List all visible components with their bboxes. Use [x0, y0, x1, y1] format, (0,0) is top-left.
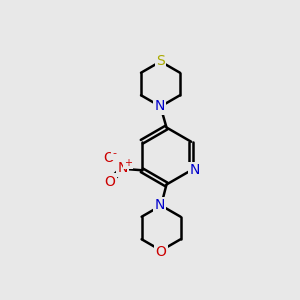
- Text: -: -: [112, 148, 116, 158]
- Text: O: O: [105, 175, 116, 189]
- Text: O: O: [156, 245, 167, 259]
- Text: N: N: [117, 161, 128, 176]
- Text: N: N: [154, 198, 165, 212]
- Text: S: S: [156, 54, 165, 68]
- Text: O: O: [103, 151, 114, 165]
- Text: N: N: [190, 163, 200, 177]
- Text: N: N: [154, 100, 165, 113]
- Text: +: +: [124, 158, 132, 168]
